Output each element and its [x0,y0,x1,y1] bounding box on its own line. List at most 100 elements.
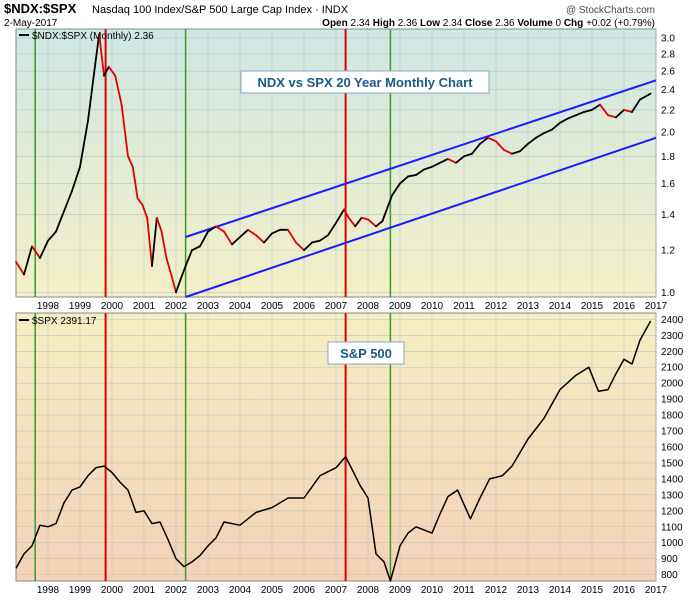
ratio-segment-64 [455,155,465,164]
watermark: @ StockCharts.com [566,5,655,16]
spx-y-tick-label: 1200 [661,506,684,517]
ratio-segment-40 [271,228,281,235]
ratio-x-tick-label: 2003 [197,301,220,312]
ratio-segment-44 [303,241,313,252]
ratio-segment-63 [447,157,457,164]
spx-x-tick-label: 2009 [389,585,412,596]
ratio-segment-45 [311,239,321,244]
ratio-segment-6 [55,210,65,233]
ratio-segment-36 [239,228,249,238]
ratio-segment-18 [131,165,139,200]
ratio-segment-71 [511,150,521,155]
ratio-segment-72 [519,142,529,153]
ratio-segment-79 [575,111,585,117]
ratio-segment-10 [87,57,97,122]
ratio-segment-24 [160,230,168,259]
ratio-annotation-box [240,70,490,94]
spx-x-tick-label: 2007 [325,585,348,596]
spx-x-tick-label: 2005 [261,585,284,596]
spx-line [15,320,652,582]
ratio-segment-31 [199,230,209,248]
ratio-segment-7 [63,190,73,213]
ratio-y-tick-label: 1.8 [661,152,675,163]
ratio-x-tick-label: 2005 [261,301,284,312]
ratio-segment-58 [407,174,417,178]
spx-y-tick-label: 2000 [661,379,684,390]
spx-y-tick-label: 1500 [661,458,684,469]
channel-lines [185,79,657,298]
ratio-y-ticks: 1.0 1.2 1.4 1.6 1.8 2.0 2.2 2.4 2.6 2.8 3.0 [661,34,675,299]
ratio-x-tick-label: 2001 [133,301,156,312]
spx-y-tick-label: 800 [661,570,678,581]
ratio-segment-46 [319,234,329,242]
spx-x-tick-label: 2017 [645,585,668,596]
spx-y-tick-label: 1600 [661,443,684,454]
ratio-segment-21 [146,216,153,267]
ratio-segment-68 [487,136,497,143]
ratio-segment-84 [615,108,625,119]
ohlc-readout: Open 2.34 High 2.36 Low 2.34 Close 2.36 … [322,18,655,29]
spx-y-tick-label: 1300 [661,490,684,501]
ratio-segment-77 [559,117,569,124]
ratio-segment-12 [98,33,105,77]
ratio-segment-87 [639,92,652,101]
ratio-segment-29 [184,249,193,267]
ratio-x-tick-label: 2004 [229,301,252,312]
ratio-segment-15 [114,74,123,106]
chart-description: Nasdaq 100 Index/S&P 500 Large Cap Index… [92,4,349,16]
ratio-segment-43 [295,241,305,252]
ratio-segment-60 [423,165,433,171]
ratio-x-tick-label: 2015 [581,301,604,312]
ratio-segment-52 [360,216,369,221]
ratio-segment-16 [120,103,129,158]
ratio-segment-27 [175,277,182,294]
ratio-segment-83 [607,114,617,119]
spx-x-tick-label: 2003 [197,585,220,596]
spx-x-tick-label: 2002 [165,585,188,596]
ratio-segment-59 [415,168,425,176]
ratio-x-tick-label: 1998 [37,301,60,312]
ratio-segment-47 [327,221,337,237]
ratio-segment-51 [354,216,363,228]
ratio-x-tick-label: 2006 [293,301,316,312]
spx-x-tick-label: 2012 [485,585,508,596]
ratio-segment-19 [136,197,144,206]
channel-line-1 [185,136,657,298]
ratio-x-tick-label: 2017 [645,301,668,312]
spx-series [15,320,652,582]
ratio-segment-38 [255,234,265,244]
ratio-segment-11 [95,33,101,60]
spx-x-tick-label: 1998 [37,585,60,596]
spx-x-tick-label: 2000 [101,585,124,596]
ratio-segment-20 [141,203,149,219]
ratio-segment-82 [599,103,609,117]
ratio-segment-65 [463,152,473,158]
ratio-segment-35 [231,236,241,246]
ratio-segment-23 [155,216,163,233]
spx-legend: $SPX 2391.17 [32,316,97,327]
ratio-segment-48 [335,208,345,224]
spx-y-tick-label: 1400 [661,474,684,485]
ratio-segment-54 [375,220,384,228]
ratio-segment-62 [439,157,449,164]
spx-y-tick-label: 1700 [661,427,684,438]
spx-y-tick-label: 2300 [661,331,684,342]
ratio-x-tick-label: 2013 [517,301,540,312]
chart-date: 2-May-2017 [4,18,58,29]
ratio-x-tick-label: 2007 [325,301,348,312]
ratio-segment-14 [107,65,117,77]
ratio-segment-25 [165,257,173,276]
ratio-segment-78 [567,114,577,120]
ratio-segment-61 [431,161,441,168]
spx-y-tick-label: 2200 [661,347,684,358]
ratio-segment-75 [543,128,553,134]
ratio-segment-9 [79,119,89,168]
ratio-segment-5 [47,230,57,242]
ratio-segment-73 [527,136,537,145]
ratio-segment-56 [391,182,401,197]
spx-y-tick-label: 1900 [661,395,684,406]
ratio-segment-85 [623,108,633,113]
spx-x-tick-label: 2015 [581,585,604,596]
ratio-segment-32 [207,225,217,233]
